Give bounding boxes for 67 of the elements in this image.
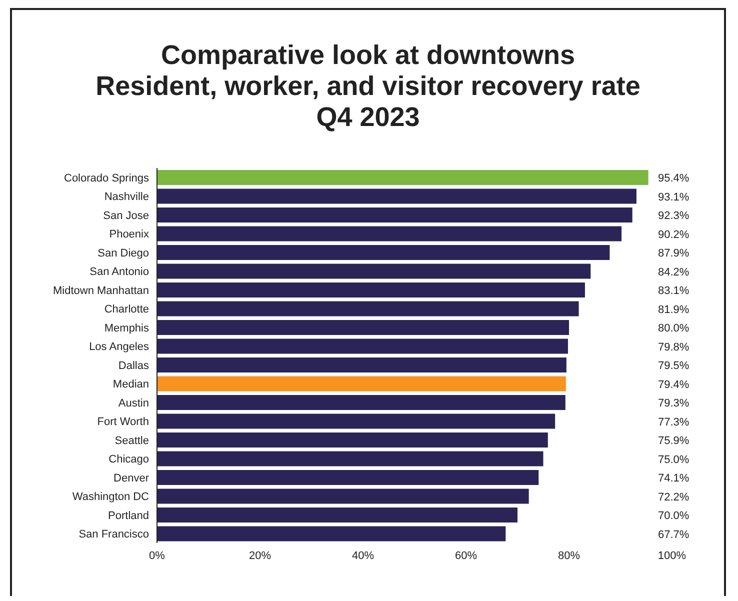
x-tick-label: 80% bbox=[558, 550, 580, 562]
bar bbox=[157, 488, 529, 504]
data-label: 77.3% bbox=[658, 416, 690, 428]
data-label: 81.9% bbox=[658, 304, 690, 316]
bar bbox=[157, 338, 568, 354]
data-label: 75.9% bbox=[658, 435, 690, 447]
y-tick-label: San Diego bbox=[98, 247, 149, 260]
y-tick-label: San Francisco bbox=[78, 528, 149, 541]
x-tick-label: 100% bbox=[658, 550, 686, 562]
bar bbox=[157, 188, 636, 204]
bar bbox=[157, 508, 518, 522]
data-label: 83.1% bbox=[658, 285, 690, 297]
y-tick-label: Phoenix bbox=[109, 228, 150, 241]
y-tick-label: Portland bbox=[108, 510, 149, 522]
bar bbox=[157, 264, 591, 279]
data-label: 67.7% bbox=[658, 528, 690, 541]
data-label: 79.3% bbox=[658, 398, 690, 410]
x-tick-label: 20% bbox=[248, 550, 272, 562]
y-tick-label: Washington DC bbox=[72, 491, 150, 504]
y-tick-label: Midtown Manhattan bbox=[53, 284, 149, 297]
data-label: 72.2% bbox=[658, 491, 690, 504]
y-tick-label: Chicago bbox=[108, 454, 149, 466]
x-tick-label: 60% bbox=[454, 550, 478, 562]
bar bbox=[157, 470, 539, 485]
y-tick-label: Denver bbox=[114, 472, 150, 484]
data-label: 70.0% bbox=[658, 510, 690, 522]
bar bbox=[157, 301, 579, 316]
y-tick-label: Los Angeles bbox=[89, 341, 150, 354]
data-label: 79.5% bbox=[658, 360, 690, 372]
data-label: 79.8% bbox=[658, 341, 690, 354]
chart-title: Comparative look at downtowns Resident, worker, and visitor recovery rate Q4 2023 bbox=[94, 39, 642, 134]
data-label: 74.1% bbox=[658, 472, 690, 484]
data-label: 90.2% bbox=[658, 228, 690, 241]
y-tick-label: Colorado Springs bbox=[64, 172, 150, 184]
data-label: 93.1% bbox=[658, 191, 690, 204]
y-tick-label: Austin bbox=[118, 397, 149, 410]
bar bbox=[157, 414, 556, 429]
bar bbox=[157, 526, 506, 542]
bar bbox=[157, 376, 566, 392]
data-label: 92.3% bbox=[658, 210, 690, 222]
data-label: 79.4% bbox=[658, 378, 690, 391]
data-label: 95.4% bbox=[658, 172, 690, 184]
data-label: 80.0% bbox=[658, 322, 690, 334]
bar bbox=[157, 245, 610, 260]
y-tick-label: Dallas bbox=[118, 360, 150, 372]
data-label: 87.9% bbox=[658, 248, 690, 260]
x-tick-label: 40% bbox=[352, 550, 374, 562]
bar bbox=[157, 451, 544, 466]
x-tick-label: 0% bbox=[149, 550, 166, 562]
bar bbox=[157, 226, 622, 242]
bar bbox=[157, 358, 566, 372]
bar bbox=[157, 208, 632, 222]
y-tick-label: Charlotte bbox=[104, 304, 149, 316]
bar bbox=[157, 170, 648, 185]
bar bbox=[157, 320, 569, 335]
data-label: 84.2% bbox=[658, 266, 690, 278]
y-tick-label: San Jose bbox=[103, 210, 149, 222]
y-tick-label: Memphis bbox=[104, 322, 150, 334]
data-label: 75.0% bbox=[658, 454, 690, 466]
bar bbox=[157, 282, 585, 298]
bar bbox=[157, 432, 548, 448]
y-tick-label: San Antonio bbox=[90, 266, 149, 278]
y-tick-label: Nashville bbox=[104, 191, 149, 204]
y-tick-label: Fort Worth bbox=[97, 416, 149, 428]
y-tick-label: Median bbox=[112, 378, 149, 391]
y-tick-label: Seattle bbox=[114, 434, 149, 447]
bar bbox=[157, 395, 566, 410]
